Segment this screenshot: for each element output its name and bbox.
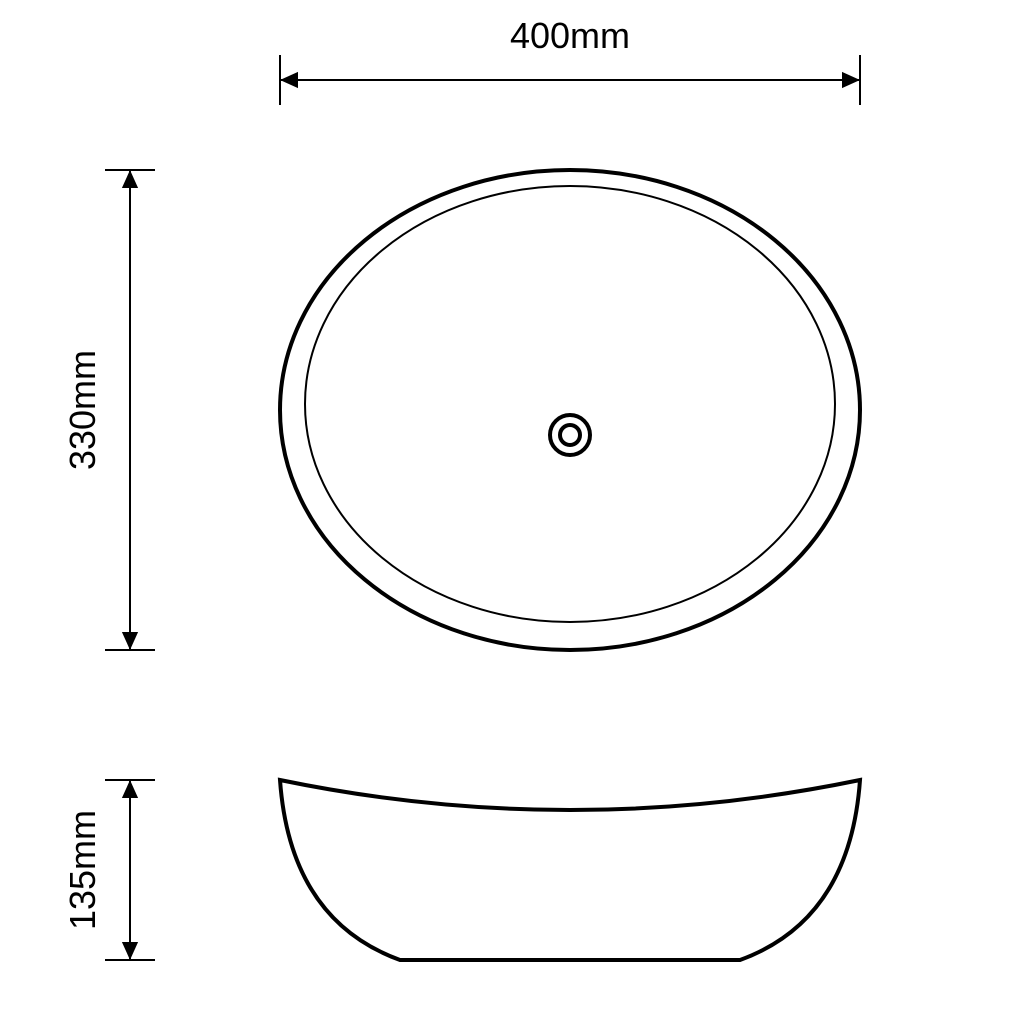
height-label: 135mm (62, 810, 103, 930)
width-arrow-left (280, 72, 298, 88)
depth-arrow-bottom (122, 632, 138, 650)
top-view-inner-rim (305, 186, 835, 622)
top-view-outer-rim (280, 170, 860, 650)
height-arrow-top (122, 780, 138, 798)
depth-arrow-top (122, 170, 138, 188)
width-label: 400mm (510, 15, 630, 56)
depth-label: 330mm (62, 350, 103, 470)
drain-inner (560, 425, 580, 445)
front-view-profile (280, 780, 860, 960)
drain-outer (550, 415, 590, 455)
height-arrow-bottom (122, 942, 138, 960)
width-arrow-right (842, 72, 860, 88)
